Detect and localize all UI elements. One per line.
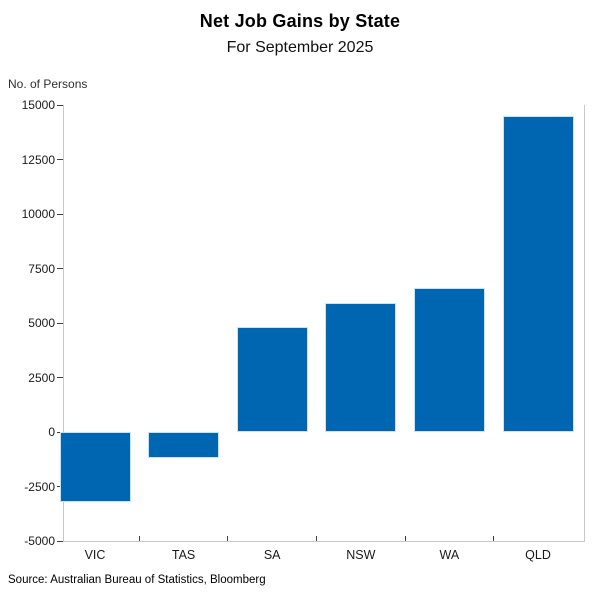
y-axis-tick-label: 7500 [28,261,55,276]
y-axis-tick [57,540,63,542]
x-axis-tick [227,536,229,541]
plot-area [63,105,585,542]
y-axis-tick-label: 10000 [21,207,55,221]
x-axis-label-sa: SA [263,548,281,562]
y-axis-tick-label: 12500 [21,152,55,167]
bar-nsw [325,303,397,432]
y-axis-tick-label: 2500 [28,370,55,385]
y-axis-tick-label: 5000 [28,316,55,330]
x-axis-label-nsw: NSW [346,548,376,562]
bar-vic [59,432,131,502]
y-axis-tick [57,104,63,106]
y-axis-tick-label: 15000 [21,98,55,112]
bar-qld [502,115,574,432]
y-axis-tick [57,213,63,215]
x-axis-label-tas: TAS [171,548,196,562]
y-axis-tick-label: 0 [48,425,55,439]
y-axis-tick [57,322,63,324]
x-axis-label-qld: QLD [525,548,551,562]
bar-tas [148,432,220,459]
bar-sa [236,327,308,432]
y-axis-tick [57,377,63,378]
x-axis-tick [138,536,140,541]
x-axis-label-vic: VIC [84,548,106,562]
y-axis-tick [57,268,63,269]
y-axis-units-label: No. of Persons [8,77,88,91]
y-axis-tick-label: -2500 [24,479,55,494]
source-text: Source: Australian Bureau of Statistics,… [8,574,266,586]
y-axis-tick [57,159,63,160]
y-axis-tick-label: -5000 [24,534,55,548]
x-axis-label-wa: WA [439,548,460,562]
bar-wa [413,288,485,432]
chart-title: Net Job Gains by State [199,11,401,31]
chart-subtitle: For September 2025 [226,39,374,56]
x-axis-tick [316,536,317,541]
x-axis-tick [493,536,495,541]
x-axis-tick [404,536,406,541]
